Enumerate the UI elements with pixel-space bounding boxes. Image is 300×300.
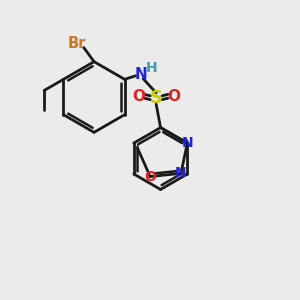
- Text: S: S: [150, 89, 163, 107]
- Text: H: H: [146, 61, 158, 75]
- Text: Br: Br: [67, 37, 86, 52]
- Text: N: N: [182, 136, 193, 150]
- Text: O: O: [132, 89, 145, 104]
- Text: O: O: [144, 169, 156, 184]
- Text: O: O: [167, 89, 180, 104]
- Text: N: N: [175, 166, 187, 180]
- Text: N: N: [134, 67, 147, 82]
